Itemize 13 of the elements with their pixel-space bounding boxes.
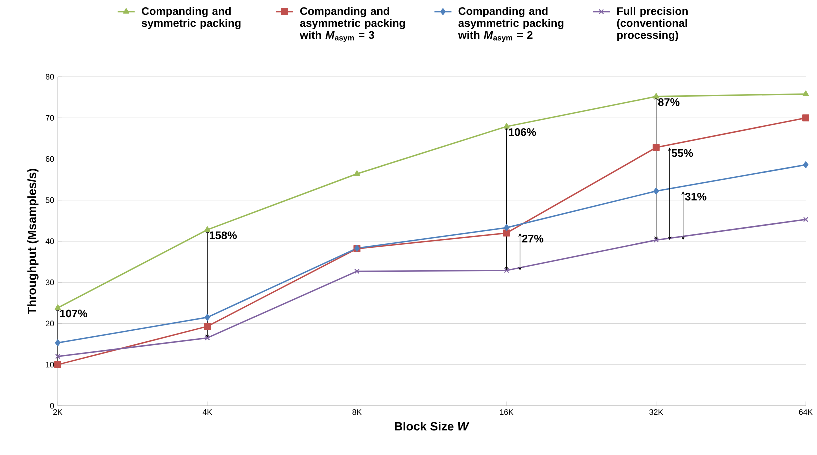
annotation: 107% [60, 310, 88, 318]
annotation: 87% [658, 98, 680, 106]
annotation: 27% [522, 234, 544, 243]
annotation: 106% [509, 128, 536, 136]
x-axis-title: Block Size W [395, 422, 470, 431]
legend-label: Companding and asymmetric packing with M$_{asym}$ = 2 [458, 7, 564, 42]
legend-label: Companding and asymmetric packing with M$_{asym}$ = 3 [300, 7, 406, 42]
legend-label: Full precision (conventional processing) [617, 7, 688, 42]
annotation: 55% [672, 149, 694, 158]
y-axis-title: Throughput (Msamples/s) [28, 169, 39, 314]
legend-label: Companding and symmetric packing [142, 7, 241, 30]
annotation: 158% [210, 232, 238, 240]
annotation: 31% [685, 193, 707, 201]
